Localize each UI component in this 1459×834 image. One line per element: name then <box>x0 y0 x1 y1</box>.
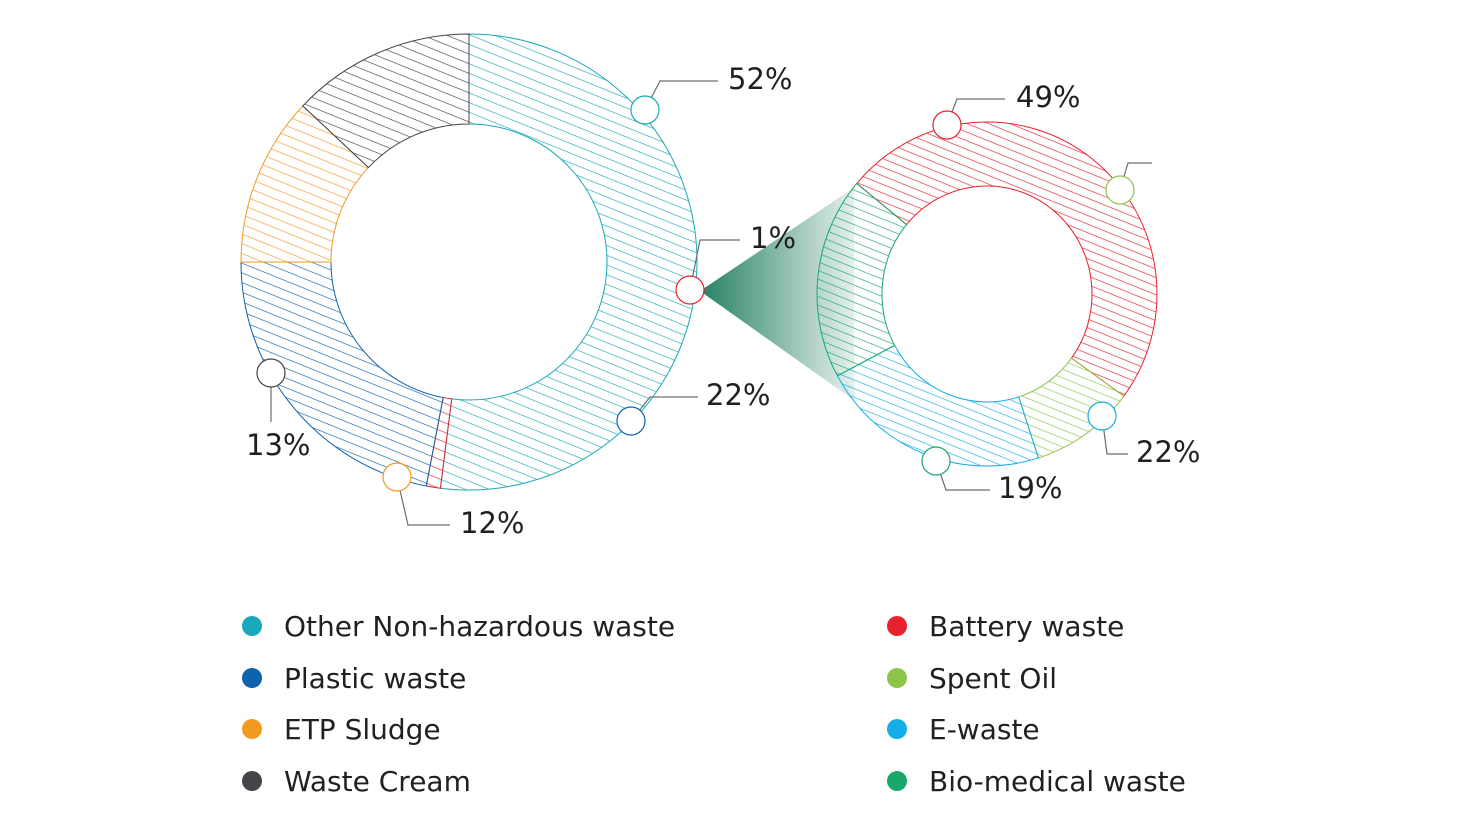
legend-dot-icon <box>887 616 907 636</box>
legend-label: E-waste <box>929 712 1040 746</box>
legend-dot-icon <box>242 616 262 636</box>
legend-dot-icon <box>887 668 907 688</box>
data-label-battery-waste: 49% <box>1016 80 1080 114</box>
legend-dot-icon <box>242 771 262 791</box>
slice-plastic-waste <box>240 261 444 487</box>
data-label-battery-waste: 1% <box>750 221 796 255</box>
legend-item-plastic-waste: Plastic waste <box>242 661 466 695</box>
marker-spent-oil <box>1105 175 1135 205</box>
legend-label: ETP Sludge <box>284 712 441 746</box>
legend-label: Waste Cream <box>284 764 471 798</box>
data-label-other-non-hazardous-waste: 52% <box>728 62 792 96</box>
legend-item-e-waste: E-waste <box>887 712 1040 746</box>
legend-item-etp-sludge: ETP Sludge <box>242 712 441 746</box>
legend-dot-icon <box>887 719 907 739</box>
legend-item-battery-waste: Battery waste <box>887 609 1124 643</box>
data-label-waste-cream: 13% <box>246 428 310 462</box>
slice-waste-cream <box>302 33 470 169</box>
marker-waste-cream <box>256 358 286 388</box>
marker-etp-sludge <box>382 462 412 492</box>
legend-dot-icon <box>887 771 907 791</box>
legend-label: Bio-medical waste <box>929 764 1186 798</box>
legend-item-bio-medical-waste: Bio-medical waste <box>887 764 1186 798</box>
slice-other-non-hazardous-waste <box>439 33 698 491</box>
legend-item-spent-oil: Spent Oil <box>887 661 1057 695</box>
marker-e-waste <box>1087 401 1117 431</box>
legend-label: Plastic waste <box>284 661 467 695</box>
leader-line-battery-waste <box>689 239 740 291</box>
legend-label: Battery waste <box>929 609 1125 643</box>
legend-label: Spent Oil <box>929 661 1057 695</box>
legend-item-waste-cream: Waste Cream <box>242 764 471 798</box>
legend-item-other-non-hazardous-waste: Other Non-hazardous waste <box>242 609 675 643</box>
marker-battery-waste <box>932 110 962 140</box>
slice-bio-medical-waste <box>816 182 908 377</box>
legend-dot-icon <box>242 668 262 688</box>
data-label-etp-sludge: 12% <box>460 506 524 540</box>
legend-dot-icon <box>242 719 262 739</box>
marker-other-non-hazardous-waste <box>630 95 660 125</box>
data-label-plastic-waste: 22% <box>706 378 770 412</box>
marker-bio-medical-waste <box>921 446 951 476</box>
zoom-connector <box>700 187 855 401</box>
marker-plastic-waste <box>616 406 646 436</box>
slice-battery-waste <box>856 121 1158 397</box>
leader-line-etp-sludge <box>396 476 450 526</box>
legend-label: Other Non-hazardous waste <box>284 609 676 643</box>
data-label-bio-medical-waste: 19% <box>998 471 1062 505</box>
data-label-e-waste: 22% <box>1136 435 1200 469</box>
marker-battery-waste <box>675 275 705 305</box>
